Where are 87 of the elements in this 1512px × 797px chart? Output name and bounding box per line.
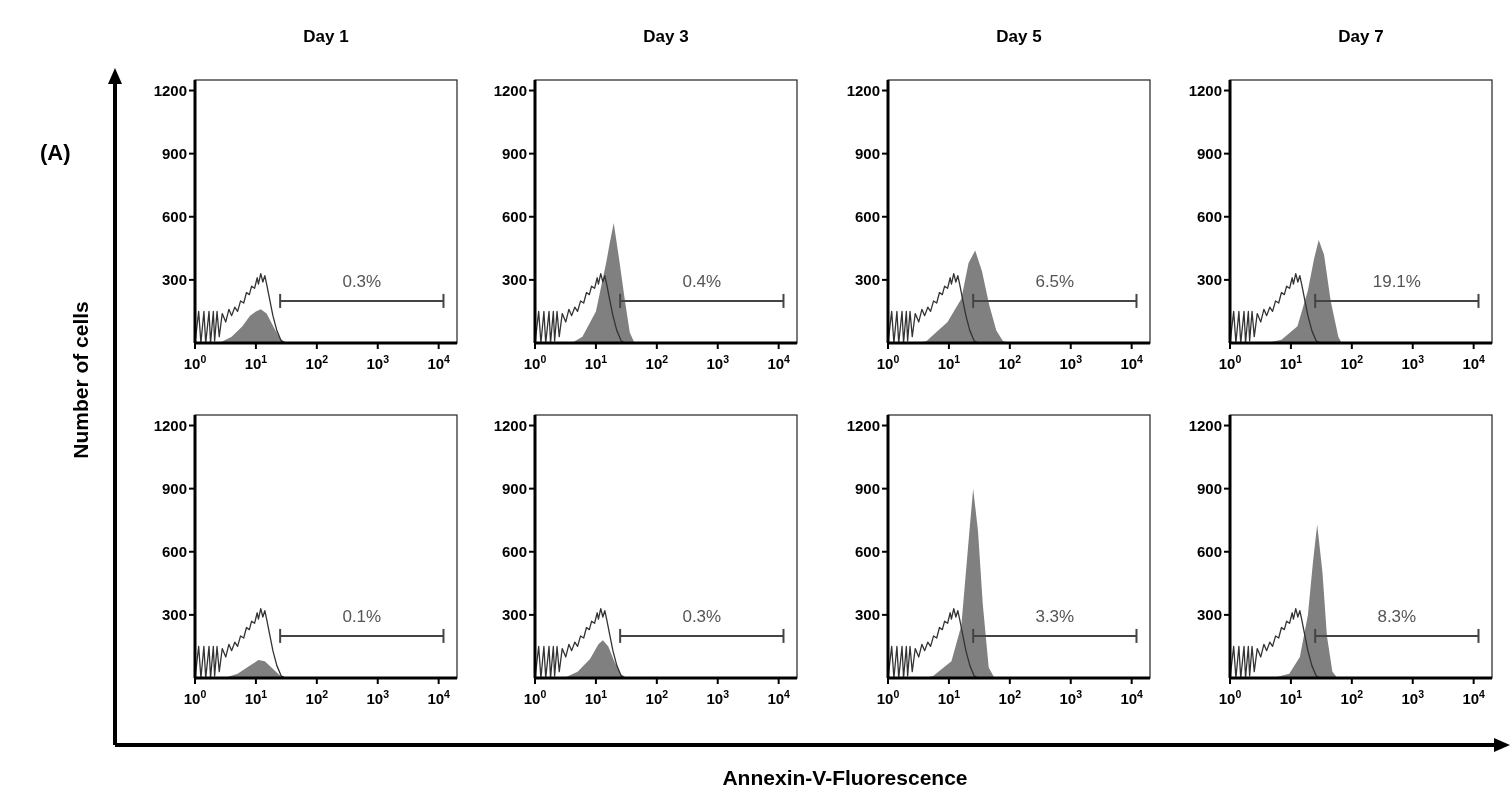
text: (A): [40, 140, 71, 165]
y-tick-label: 600: [1196, 543, 1222, 561]
x-tick-label: 10$^{4}$: [1120, 688, 1144, 707]
x-tick-label: 10$^{4}$: [1462, 353, 1486, 372]
y-tick-label: 900: [854, 479, 880, 497]
y-tick-label: 900: [161, 479, 187, 497]
annotation: 0.3%: [682, 606, 722, 626]
x-tick-label: 10$^{0}$: [183, 353, 207, 372]
x-tick-label: 10$^{3}$: [1059, 353, 1083, 372]
y-tick-label: 600: [501, 208, 527, 226]
y-tick-label: 900: [1196, 144, 1222, 162]
y-tick-label: 1200: [1188, 81, 1222, 99]
y-tick-label: 900: [501, 144, 527, 162]
annotation: 0.3%: [342, 271, 382, 291]
y-tick-label: 300: [501, 606, 527, 624]
annotation: 8.3%: [1377, 606, 1417, 626]
x-tick-label: 10$^{0}$: [183, 688, 207, 707]
y-tick-label: 300: [1196, 271, 1222, 289]
x-tick-label: 10$^{2}$: [645, 353, 669, 372]
y-tick-label: 600: [854, 208, 880, 226]
x-tick-label: 10$^{3}$: [1401, 353, 1425, 372]
x-tick-label: 10$^{4}$: [1462, 688, 1486, 707]
x-tick-label: 10$^{0}$: [523, 688, 547, 707]
x-tick-label: 10$^{3}$: [1059, 688, 1083, 707]
x-tick-label: 10$^{0}$: [1218, 688, 1242, 707]
y-tick-label: 1200: [846, 416, 880, 434]
y-tick-label: 900: [1196, 479, 1222, 497]
x-tick-label: 10$^{2}$: [645, 688, 669, 707]
x-tick-label: 10$^{3}$: [706, 688, 730, 707]
x-tick-label: 10$^{2}$: [998, 353, 1022, 372]
y-tick-label: 1200: [846, 81, 880, 99]
y-tick-label: 300: [854, 271, 880, 289]
x-axis-title: Annexin-V-Fluorescence: [722, 766, 968, 789]
x-tick-label: 10$^{1}$: [244, 688, 268, 707]
chart-title: Day 3: [643, 27, 689, 46]
y-tick-label: 900: [854, 144, 880, 162]
x-tick-label: 10$^{2}$: [305, 353, 329, 372]
x-tick-label: 10$^{4}$: [1120, 353, 1144, 372]
y-tick-label: 300: [501, 271, 527, 289]
annotation: 0.4%: [682, 271, 722, 291]
x-tick-label: 10$^{1}$: [244, 353, 268, 372]
x-tick-label: 10$^{0}$: [523, 353, 547, 372]
y-tick-label: 300: [161, 606, 187, 624]
y-tick-label: 300: [1196, 606, 1222, 624]
x-tick-label: 10$^{3}$: [706, 353, 730, 372]
x-tick-label: 10$^{1}$: [937, 353, 961, 372]
annotation: 19.1%: [1372, 271, 1421, 291]
x-tick-label: 10$^{1}$: [584, 353, 608, 372]
x-tick-label: 10$^{1}$: [1279, 688, 1303, 707]
y-tick-label: 1200: [1188, 416, 1222, 434]
x-tick-label: 10$^{1}$: [584, 688, 608, 707]
x-tick-label: 10$^{2}$: [998, 688, 1022, 707]
x-tick-label: 10$^{0}$: [876, 688, 900, 707]
x-tick-label: 10$^{3}$: [366, 688, 390, 707]
y-tick-label: 900: [501, 479, 527, 497]
x-tick-label: 10$^{4}$: [767, 688, 791, 707]
chart-title: Day 5: [996, 27, 1042, 46]
x-tick-label: 10$^{2}$: [1340, 353, 1364, 372]
y-tick-label: 1200: [493, 416, 527, 434]
x-tick-label: 10$^{2}$: [1340, 688, 1364, 707]
y-tick-label: 600: [161, 543, 187, 561]
y-tick-label: 600: [501, 543, 527, 561]
x-tick-label: 10$^{2}$: [305, 688, 329, 707]
y-axis-title: Number of cells: [69, 301, 92, 459]
y-tick-label: 1200: [153, 81, 187, 99]
annotation: 6.5%: [1035, 271, 1075, 291]
annotation: 0.1%: [342, 606, 382, 626]
x-tick-label: 10$^{1}$: [1279, 353, 1303, 372]
y-tick-label: 300: [161, 271, 187, 289]
x-tick-label: 10$^{1}$: [937, 688, 961, 707]
x-tick-label: 10$^{0}$: [1218, 353, 1242, 372]
annotation: 3.3%: [1035, 606, 1075, 626]
chart-title: Day 7: [1338, 27, 1384, 46]
y-tick-label: 600: [161, 208, 187, 226]
y-tick-label: 1200: [153, 416, 187, 434]
y-tick-label: 300: [854, 606, 880, 624]
x-tick-label: 10$^{0}$: [876, 353, 900, 372]
x-tick-label: 10$^{4}$: [427, 353, 451, 372]
y-tick-label: 600: [1196, 208, 1222, 226]
x-tick-label: 10$^{4}$: [767, 353, 791, 372]
y-tick-label: 900: [161, 144, 187, 162]
y-tick-label: 1200: [493, 81, 527, 99]
y-tick-label: 600: [854, 543, 880, 561]
x-tick-label: 10$^{4}$: [427, 688, 451, 707]
x-tick-label: 10$^{3}$: [1401, 688, 1425, 707]
chart-title: Day 1: [303, 27, 349, 46]
x-tick-label: 10$^{3}$: [366, 353, 390, 372]
